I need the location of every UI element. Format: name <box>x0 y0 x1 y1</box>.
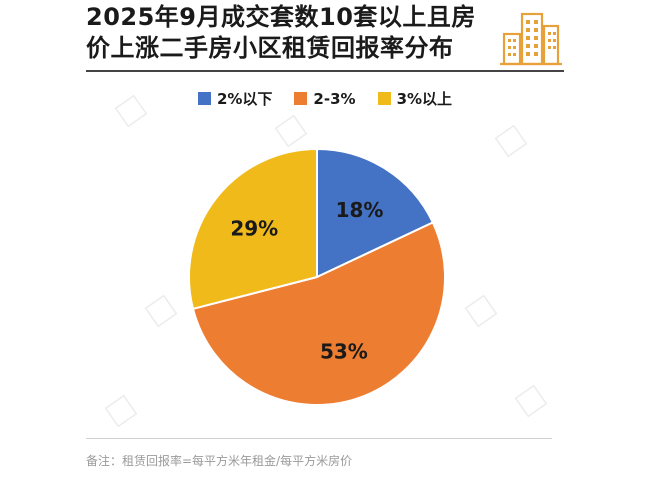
footnote: 备注：租赁回报率=每平方米年租金/每平方米房价 <box>86 454 353 468</box>
building-icon <box>500 12 562 66</box>
chart-title: 2025年9月成交套数10套以上且房 价上涨二手房小区租赁回报率分布 <box>86 2 526 64</box>
legend-label: 3%以上 <box>396 90 453 108</box>
pie-data-label: 29% <box>230 216 278 240</box>
chart-title-line-2: 价上涨二手房小区租赁回报率分布 <box>86 34 454 62</box>
footer-divider <box>86 438 552 439</box>
legend-item: 2%以下 <box>197 88 273 109</box>
pie-data-label: 18% <box>336 198 384 222</box>
legend-swatch-blue <box>197 92 211 105</box>
legend-label: 2%以下 <box>216 90 273 108</box>
legend-swatch-orange <box>294 92 308 105</box>
legend-label: 2-3% <box>313 89 356 108</box>
chart-title-line-1: 2025年9月成交套数10套以上且房 <box>86 3 476 31</box>
pie-data-label: 53% <box>320 340 368 364</box>
pie-slice-2 <box>191 221 446 406</box>
pie-slice-1 <box>316 147 435 279</box>
legend-swatch-yellow <box>377 92 391 105</box>
legend-item: 3%以上 <box>377 88 453 109</box>
title-divider <box>86 70 564 72</box>
legend-item: 2-3% <box>294 88 356 109</box>
chart-legend: 2%以下 2-3% 3%以上 <box>0 88 650 109</box>
pie-slice-3 <box>188 147 318 311</box>
